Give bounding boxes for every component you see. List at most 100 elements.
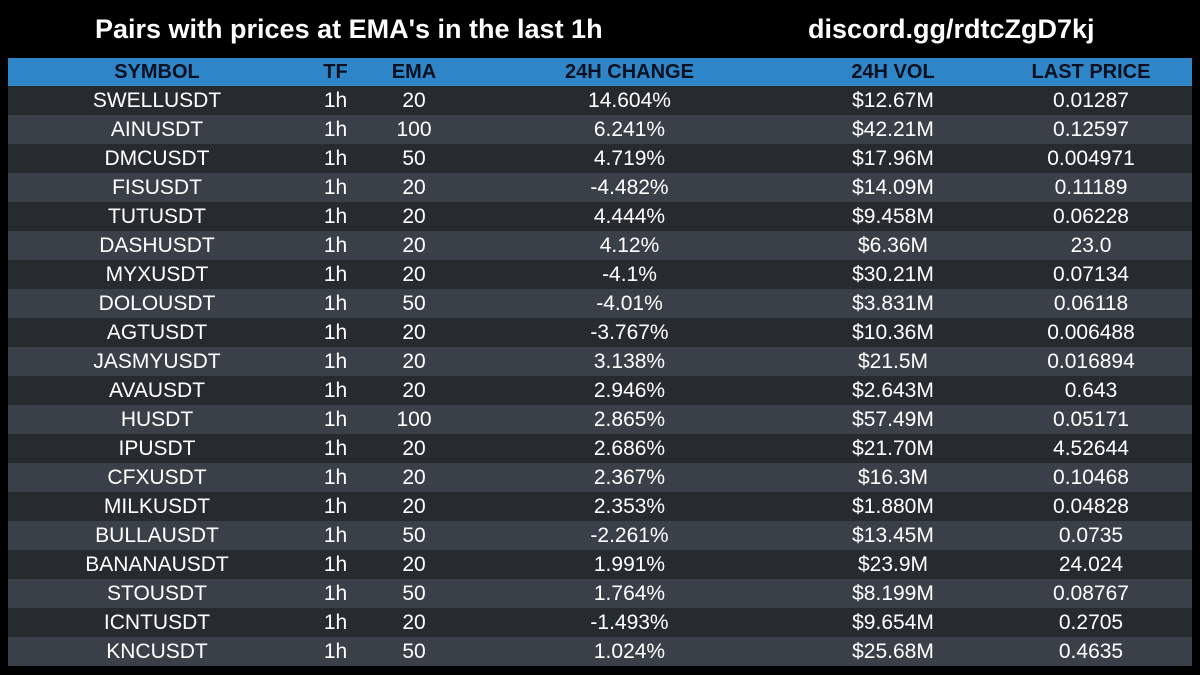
cell-24h-change: 2.353% bbox=[593, 495, 666, 518]
cell-symbol: AVAUSDT bbox=[108, 379, 206, 402]
cell-last-price: 0.4635 bbox=[1058, 640, 1124, 663]
table-row[interactable]: KNCUSDT 1h 50 1.024% $25.68M 0.4635 bbox=[8, 637, 1192, 666]
cell-ema: 20 bbox=[402, 379, 426, 402]
cell-last-price: 0.006488 bbox=[1047, 321, 1135, 344]
table-row[interactable]: DMCUSDT 1h 50 4.719% $17.96M 0.004971 bbox=[8, 144, 1192, 173]
cell-24h-change: -4.1% bbox=[602, 263, 657, 286]
cell-last-price: 0.04828 bbox=[1053, 495, 1129, 518]
cell-last-price: 0.643 bbox=[1064, 379, 1118, 402]
table-row[interactable]: ICNTUSDT 1h 20 -1.493% $9.654M 0.2705 bbox=[8, 608, 1192, 637]
cell-symbol: BULLAUSDT bbox=[95, 524, 219, 547]
table-row[interactable]: FISUSDT 1h 20 -4.482% $14.09M 0.11189 bbox=[8, 173, 1192, 202]
cell-symbol: CFXUSDT bbox=[107, 466, 207, 489]
cell-24h-vol: $21.70M bbox=[852, 437, 934, 460]
cell-tf: 1h bbox=[323, 553, 348, 576]
cell-24h-change: 1.764% bbox=[593, 582, 666, 605]
cell-24h-vol: $12.67M bbox=[852, 89, 934, 112]
cell-symbol: MYXUSDT bbox=[105, 263, 209, 286]
cell-24h-change: -3.767% bbox=[590, 321, 669, 344]
cell-ema: 20 bbox=[402, 495, 426, 518]
cell-last-price: 0.08767 bbox=[1053, 582, 1129, 605]
column-header-tf[interactable]: TF bbox=[323, 61, 348, 83]
cell-24h-change: 2.686% bbox=[593, 437, 666, 460]
table-row[interactable]: HUSDT 1h 100 2.865% $57.49M 0.05171 bbox=[8, 405, 1192, 434]
cell-symbol: BANANAUSDT bbox=[85, 553, 229, 576]
cell-ema: 20 bbox=[402, 321, 426, 344]
column-header-24h-change[interactable]: 24H CHANGE bbox=[565, 61, 694, 83]
cell-last-price: 0.2705 bbox=[1058, 611, 1124, 634]
column-header-ema[interactable]: EMA bbox=[391, 61, 437, 83]
table-row[interactable]: DASHUSDT 1h 20 4.12% $6.36M 23.0 bbox=[8, 231, 1192, 260]
cell-24h-vol: $2.643M bbox=[852, 379, 934, 402]
cell-symbol: AINUSDT bbox=[110, 118, 204, 141]
cell-ema: 20 bbox=[402, 89, 426, 112]
cell-24h-vol: $42.21M bbox=[852, 118, 934, 141]
table-row[interactable]: CFXUSDT 1h 20 2.367% $16.3M 0.10468 bbox=[8, 463, 1192, 492]
cell-24h-vol: $13.45M bbox=[852, 524, 934, 547]
table-row[interactable]: BANANAUSDT 1h 20 1.991% $23.9M 24.024 bbox=[8, 550, 1192, 579]
cell-24h-change: 4.719% bbox=[593, 147, 666, 170]
cell-tf: 1h bbox=[323, 524, 348, 547]
cell-symbol: HUSDT bbox=[120, 408, 194, 431]
table-row[interactable]: SWELLUSDT 1h 20 14.604% $12.67M 0.01287 bbox=[8, 86, 1192, 115]
cell-last-price: 0.01287 bbox=[1053, 89, 1129, 112]
cell-24h-vol: $10.36M bbox=[852, 321, 934, 344]
pairs-table: SYMBOL TF EMA 24H CHANGE 24H VOL LAST PR… bbox=[8, 58, 1192, 666]
discord-link[interactable]: discord.gg/rdtcZgD7kj bbox=[808, 14, 1095, 44]
cell-24h-change: -4.482% bbox=[590, 176, 669, 199]
cell-24h-vol: $23.9M bbox=[857, 553, 929, 576]
table-row[interactable]: AINUSDT 1h 100 6.241% $42.21M 0.12597 bbox=[8, 115, 1192, 144]
cell-last-price: 0.06118 bbox=[1053, 292, 1129, 315]
cell-24h-change: 14.604% bbox=[588, 89, 671, 112]
cell-tf: 1h bbox=[323, 640, 348, 663]
table-row[interactable]: MILKUSDT 1h 20 2.353% $1.880M 0.04828 bbox=[8, 492, 1192, 521]
table-row[interactable]: BULLAUSDT 1h 50 -2.261% $13.45M 0.0735 bbox=[8, 521, 1192, 550]
table-row[interactable]: JASMYUSDT 1h 20 3.138% $21.5M 0.016894 bbox=[8, 347, 1192, 376]
cell-symbol: JASMYUSDT bbox=[93, 350, 221, 373]
cell-tf: 1h bbox=[323, 176, 348, 199]
cell-24h-vol: $57.49M bbox=[852, 408, 934, 431]
cell-last-price: 0.12597 bbox=[1053, 118, 1129, 141]
cell-tf: 1h bbox=[323, 611, 348, 634]
table-row[interactable]: TUTUSDT 1h 20 4.444% $9.458M 0.06228 bbox=[8, 202, 1192, 231]
cell-24h-change: 3.138% bbox=[593, 350, 666, 373]
cell-symbol: AGTUSDT bbox=[106, 321, 208, 344]
table-row[interactable]: DOLOUSDT 1h 50 -4.01% $3.831M 0.06118 bbox=[8, 289, 1192, 318]
cell-ema: 20 bbox=[402, 437, 426, 460]
cell-24h-change: 1.024% bbox=[593, 640, 666, 663]
column-header-last-price[interactable]: LAST PRICE bbox=[1031, 61, 1151, 83]
table-body: SWELLUSDT 1h 20 14.604% $12.67M 0.01287 AINUSD… bbox=[8, 86, 1192, 666]
cell-ema: 50 bbox=[402, 147, 426, 170]
cell-24h-vol: $16.3M bbox=[857, 466, 929, 489]
cell-tf: 1h bbox=[323, 437, 348, 460]
cell-ema: 20 bbox=[402, 466, 426, 489]
table-row[interactable]: IPUSDT 1h 20 2.686% $21.70M 4.52644 bbox=[8, 434, 1192, 463]
cell-24h-vol: $8.199M bbox=[852, 582, 934, 605]
table-row[interactable]: AGTUSDT 1h 20 -3.767% $10.36M 0.006488 bbox=[8, 318, 1192, 347]
column-header-symbol[interactable]: SYMBOL bbox=[114, 61, 200, 83]
table-row[interactable]: MYXUSDT 1h 20 -4.1% $30.21M 0.07134 bbox=[8, 260, 1192, 289]
cell-24h-change: 4.444% bbox=[593, 205, 666, 228]
cell-ema: 20 bbox=[402, 205, 426, 228]
table-row[interactable]: STOUSDT 1h 50 1.764% $8.199M 0.08767 bbox=[8, 579, 1192, 608]
cell-symbol: TUTUSDT bbox=[108, 205, 206, 228]
cell-ema: 50 bbox=[402, 292, 426, 315]
title-bar: Pairs with prices at EMA's in the last 1… bbox=[0, 0, 1200, 58]
cell-ema: 50 bbox=[402, 640, 426, 663]
table-row[interactable]: AVAUSDT 1h 20 2.946% $2.643M 0.643 bbox=[8, 376, 1192, 405]
page-title: Pairs with prices at EMA's in the last 1… bbox=[95, 14, 603, 44]
cell-symbol: STOUSDT bbox=[107, 582, 207, 605]
cell-tf: 1h bbox=[323, 234, 348, 257]
cell-tf: 1h bbox=[323, 350, 348, 373]
cell-24h-vol: $25.68M bbox=[852, 640, 934, 663]
cell-24h-vol: $9.458M bbox=[852, 205, 934, 228]
cell-last-price: 24.024 bbox=[1058, 553, 1124, 576]
cell-24h-change: 2.367% bbox=[593, 466, 666, 489]
cell-24h-vol: $1.880M bbox=[852, 495, 934, 518]
cell-last-price: 0.10468 bbox=[1053, 466, 1129, 489]
cell-ema: 100 bbox=[396, 118, 432, 141]
cell-24h-change: -1.493% bbox=[590, 611, 669, 634]
cell-last-price: 0.06228 bbox=[1053, 205, 1129, 228]
column-header-24h-vol[interactable]: 24H VOL bbox=[851, 61, 935, 83]
cell-ema: 100 bbox=[396, 408, 432, 431]
